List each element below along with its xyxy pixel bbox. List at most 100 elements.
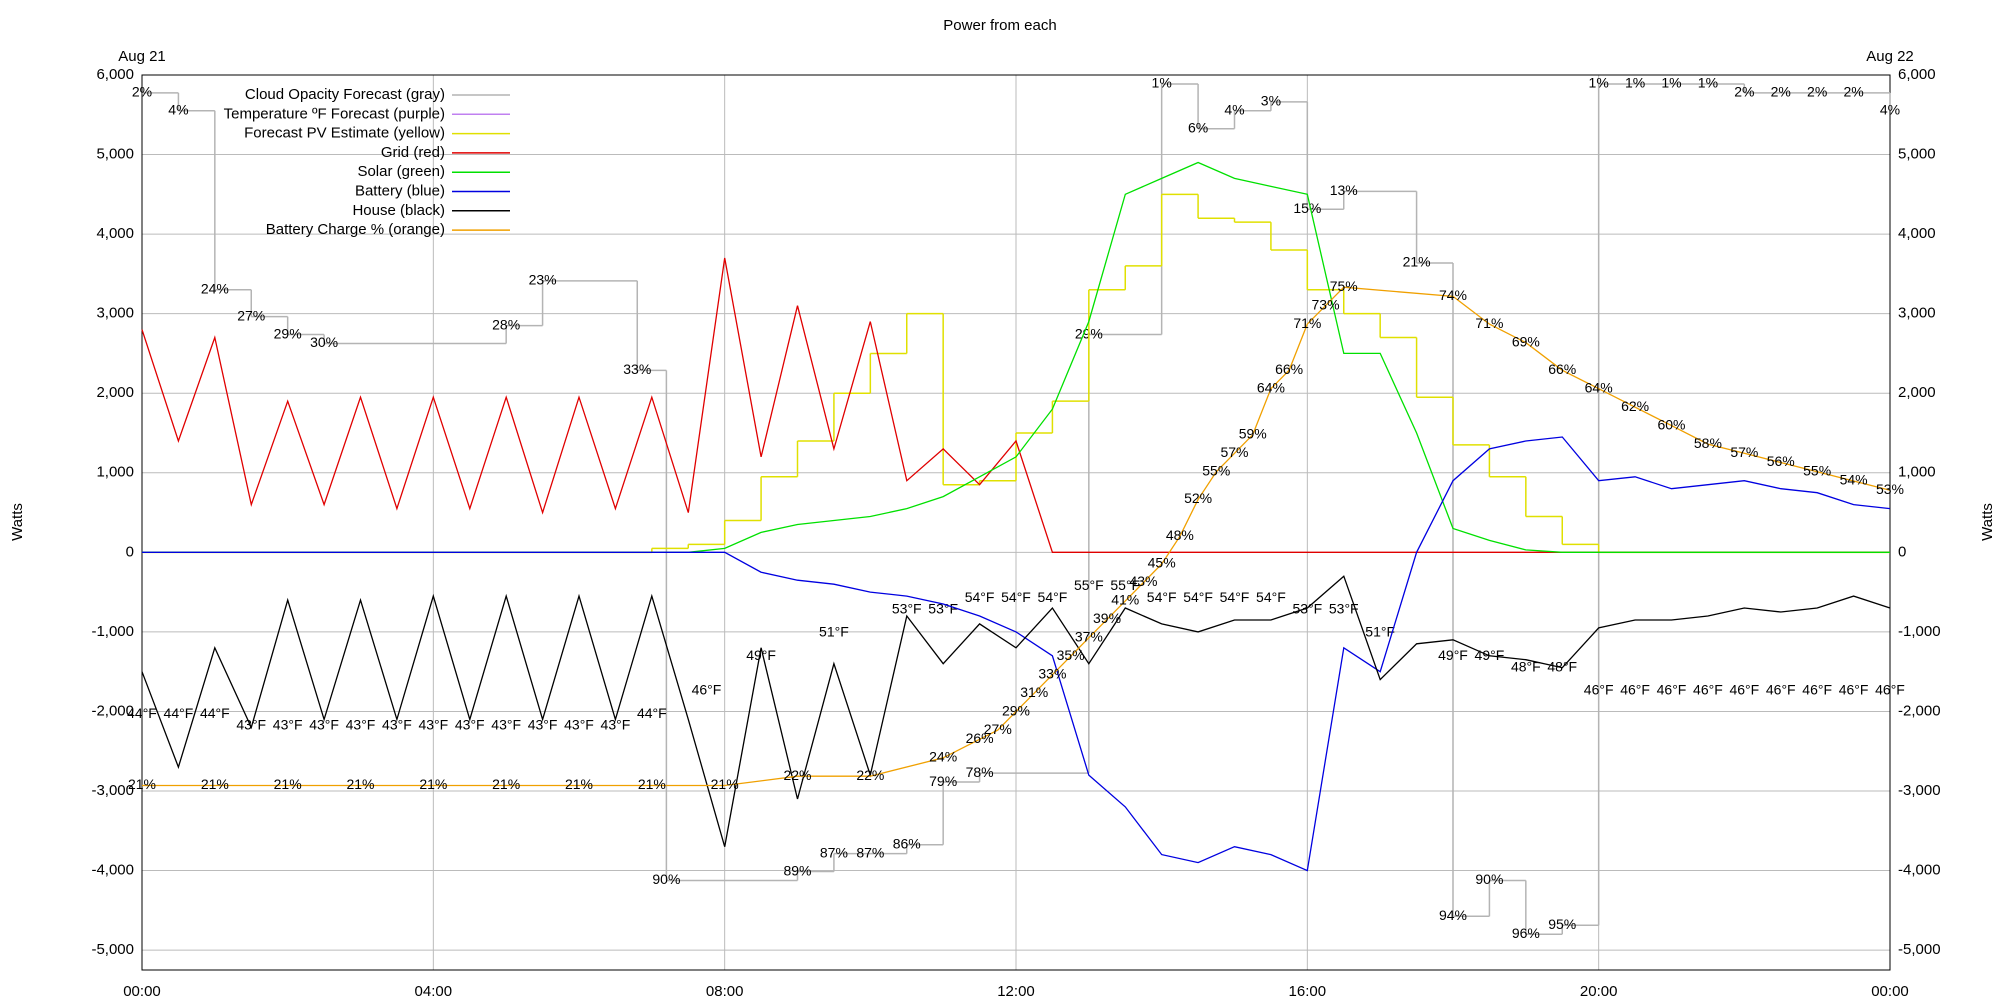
data-label: 44°F [127,705,157,721]
data-label: 6% [1188,119,1208,135]
data-label: 39% [1093,610,1121,626]
x-tick-label: 20:00 [1580,983,1618,1000]
data-label: 44°F [164,705,194,721]
data-label: 37% [1075,629,1103,645]
data-label: 2% [1807,84,1827,100]
data-label: 1% [1625,75,1645,91]
data-label: 46°F [1766,682,1796,698]
data-label: 24% [929,748,957,764]
data-label: 46°F [1802,682,1832,698]
legend-label: Cloud Opacity Forecast (gray) [245,86,445,103]
data-label: 2% [1771,84,1791,100]
data-label: 48% [1166,527,1194,543]
data-label: 60% [1657,416,1685,432]
data-label: 71% [1293,315,1321,331]
legend-label: Solar (green) [357,163,445,180]
series-line [142,286,1891,787]
data-label: 54°F [1038,589,1068,605]
data-label: 21% [638,776,666,792]
data-label: 59% [1239,426,1267,442]
data-label: 54% [1840,472,1868,488]
y-tick-label: -3,000 [91,782,134,799]
y-tick-label: -5,000 [91,941,134,958]
data-label: 23% [529,272,557,288]
data-label: 21% [711,776,739,792]
data-label: 46°F [1729,682,1759,698]
data-label: 24% [201,281,229,297]
data-label: 55°F [1110,577,1140,593]
x2-tick-label: Aug 21 [118,48,166,65]
y-tick-label: 3,000 [96,305,134,322]
y-tick-label: -4,000 [91,862,134,879]
data-label: 71% [1475,315,1503,331]
data-label: 64% [1257,379,1285,395]
series-line [142,436,1891,872]
x-tick-label: 00:00 [1871,983,1909,1000]
data-label: 46°F [692,682,722,698]
data-label: 49°F [1438,647,1468,663]
y2-tick-label: 3,000 [1898,305,1936,322]
y2-tick-label: 5,000 [1898,146,1936,163]
data-label: 21% [492,776,520,792]
data-label: 21% [565,776,593,792]
data-label: 21% [1403,254,1431,270]
data-label: 43°F [491,717,521,733]
data-label: 43°F [455,717,485,733]
data-label: 29% [1002,702,1030,718]
data-label: 22% [856,767,884,783]
data-label: 58% [1694,435,1722,451]
data-label: 49°F [1475,647,1505,663]
data-label: 43°F [601,717,631,733]
data-label: 57% [1220,444,1248,460]
data-label: 1% [1698,75,1718,91]
data-label: 2% [132,84,152,100]
data-label: 43°F [309,717,339,733]
legend-label: Temperature ºF Forecast (purple) [224,105,445,122]
y2-tick-label: 4,000 [1898,225,1936,242]
y2-tick-label: 1,000 [1898,464,1936,481]
data-label: 43°F [418,717,448,733]
data-label: 21% [346,776,374,792]
y-axis-label: Watts [9,503,26,541]
y2-axis-label: Watts [1979,503,1996,541]
data-label: 49°F [746,647,776,663]
data-label: 48°F [1547,658,1577,674]
data-label: 55% [1803,462,1831,478]
data-label: 21% [201,776,229,792]
y2-tick-label: 0 [1898,543,1906,560]
data-label: 78% [966,764,994,780]
data-label: 46°F [1875,682,1905,698]
x-tick-label: 08:00 [706,983,744,1000]
data-label: 30% [310,334,338,350]
data-label: 21% [128,776,156,792]
data-label: 66% [1548,361,1576,377]
y2-tick-label: 6,000 [1898,66,1936,83]
y2-tick-label: -3,000 [1898,782,1941,799]
data-label: 53°F [1329,600,1359,616]
data-label: 55°F [1074,577,1104,593]
data-label: 35% [1057,647,1085,663]
data-label: 4% [1224,102,1244,118]
y-tick-label: 2,000 [96,384,134,401]
data-label: 90% [652,871,680,887]
data-label: 54°F [1001,589,1031,605]
data-label: 64% [1585,379,1613,395]
legend-label: Battery (blue) [355,182,445,199]
y2-tick-label: -4,000 [1898,862,1941,879]
data-label: 33% [1038,665,1066,681]
data-label: 29% [274,325,302,341]
data-label: 73% [1312,296,1340,312]
data-label: 96% [1512,925,1540,941]
legend-label: Grid (red) [381,144,445,161]
data-label: 87% [820,844,848,860]
data-label: 45% [1148,555,1176,571]
data-label: 13% [1330,182,1358,198]
data-label: 90% [1475,871,1503,887]
data-label: 53°F [892,600,922,616]
y2-tick-label: -1,000 [1898,623,1941,640]
y2-tick-label: 2,000 [1898,384,1936,401]
data-label: 89% [783,862,811,878]
data-label: 53% [1876,481,1904,497]
